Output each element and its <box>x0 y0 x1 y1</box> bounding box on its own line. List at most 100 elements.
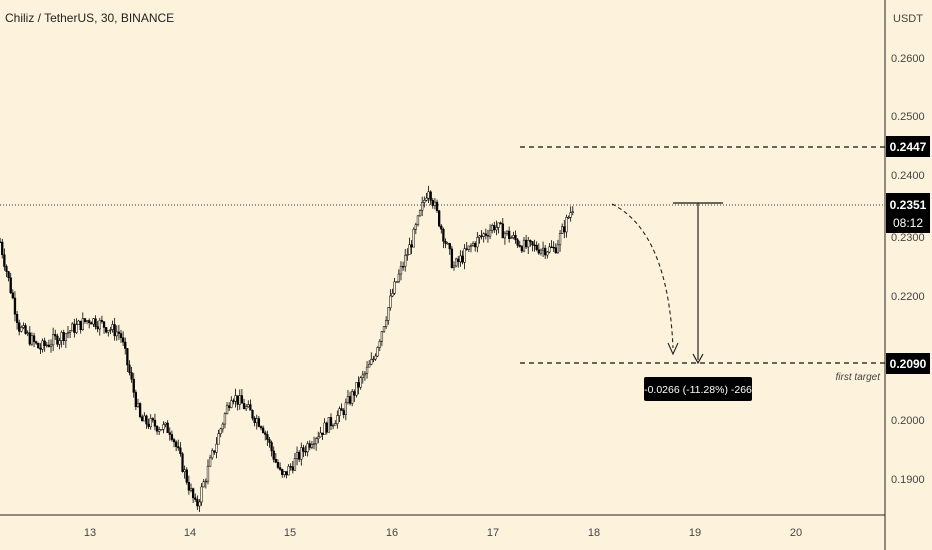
candle-body <box>0 241 2 243</box>
candle-body <box>329 417 333 426</box>
measure-text: -0.0266 (-11.28%) -266 <box>644 384 752 396</box>
candle-body <box>272 450 275 460</box>
candle-body <box>368 364 371 368</box>
candle-body <box>1 241 4 256</box>
candle-body <box>170 434 174 440</box>
candle-body <box>425 197 428 201</box>
plot-area[interactable] <box>0 0 885 515</box>
candle-body <box>378 341 381 348</box>
candle-body <box>204 480 207 483</box>
candle-body <box>363 372 367 376</box>
candle-body <box>270 442 273 452</box>
candle-body <box>168 432 171 435</box>
candle-body <box>278 467 282 470</box>
projection-arrow[interactable] <box>611 203 674 349</box>
candle-body <box>32 335 36 342</box>
candle-body <box>461 255 464 263</box>
candle-body <box>274 459 277 463</box>
candle-body <box>376 347 379 357</box>
candle-body <box>77 320 80 325</box>
candle-body <box>162 424 165 430</box>
time-axis-panel[interactable] <box>0 515 932 550</box>
candle-body <box>495 227 498 231</box>
candle-body <box>261 427 265 434</box>
candle-body <box>66 332 70 335</box>
candle-body <box>493 225 496 231</box>
candle-body <box>7 271 10 278</box>
candle-body <box>47 344 51 347</box>
candle-body <box>431 200 434 206</box>
candle-body <box>264 432 267 435</box>
candle-body <box>298 452 301 460</box>
candle-body <box>457 258 460 263</box>
candle-body <box>259 426 263 429</box>
candle-body <box>62 332 65 342</box>
candle-body <box>149 418 152 428</box>
candle-body <box>433 201 437 206</box>
upper-level-badge: 0.2447 <box>886 136 930 157</box>
candle-body <box>505 230 509 234</box>
candle-body <box>236 395 239 405</box>
candle-body <box>295 452 299 459</box>
candle-body <box>232 400 235 402</box>
candle-body <box>257 418 261 427</box>
candle-body <box>160 429 163 431</box>
candle-body <box>474 243 477 248</box>
candle-body <box>556 244 560 254</box>
candle-body <box>389 295 392 308</box>
price-tick-label: 0.2400 <box>891 170 925 182</box>
candle-body <box>518 245 521 247</box>
candle-body <box>546 251 549 256</box>
candle-body <box>488 229 492 237</box>
candle-body <box>217 433 220 445</box>
candle-body <box>202 481 205 488</box>
candle-body <box>105 327 108 333</box>
candle-body <box>175 441 178 447</box>
projection-arrowhead <box>667 342 679 356</box>
candle-body <box>253 417 256 423</box>
price-tick-label: 0.2500 <box>891 111 925 123</box>
candle-body <box>49 344 53 347</box>
candle-body <box>340 408 343 411</box>
candle-body <box>478 235 481 238</box>
candle-body <box>306 443 309 453</box>
candle-body <box>96 326 99 330</box>
candle-body <box>28 332 31 345</box>
candle-body <box>331 425 335 427</box>
candle-body <box>117 331 121 334</box>
candle-body <box>491 225 494 231</box>
candle-body <box>20 327 23 332</box>
candle-body <box>183 469 186 472</box>
candle-body <box>158 429 161 432</box>
candle-body <box>22 325 25 328</box>
candle-body <box>314 438 318 445</box>
price-tick-labels: 0.2600 0.2500 0.2400 0.2300 0.2200 0.200… <box>891 53 925 486</box>
candle-body <box>289 466 292 468</box>
candle-body <box>43 340 46 346</box>
candle-body <box>418 210 422 217</box>
time-tick-label: 13 <box>84 527 96 539</box>
price-axis-panel[interactable] <box>885 0 932 515</box>
candle-body <box>348 396 352 404</box>
candle-body <box>68 330 72 333</box>
candle-body <box>353 391 356 396</box>
candle-body <box>548 246 551 253</box>
candle-body <box>571 211 574 213</box>
candle-body <box>107 330 110 333</box>
candle-body <box>128 364 131 373</box>
candle-body <box>429 191 432 201</box>
candle-body <box>408 244 411 255</box>
candle-body <box>138 403 142 418</box>
candle-body <box>98 320 101 330</box>
candle-body <box>410 244 413 248</box>
time-tick-label: 17 <box>487 527 499 539</box>
candle-body <box>130 372 133 380</box>
candle-body <box>384 320 388 327</box>
chart-title: Chiliz / TetherUS, 30, BINANCE <box>5 11 174 25</box>
candle-body <box>285 471 288 476</box>
candle-body <box>200 486 203 503</box>
candle-body <box>60 332 63 341</box>
time-tick-label: 14 <box>184 527 196 539</box>
candle-body <box>126 348 129 366</box>
